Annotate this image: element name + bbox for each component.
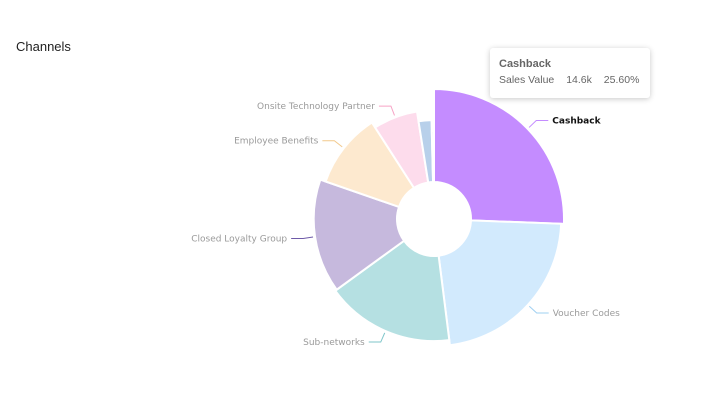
leader-line-voucher-codes bbox=[528, 305, 549, 314]
pie-slice-cashback[interactable] bbox=[433, 87, 565, 225]
tooltip-title: Cashback bbox=[499, 58, 551, 70]
leader-line-closed-loyalty-group bbox=[291, 236, 314, 239]
leader-line-cashback bbox=[528, 120, 549, 128]
pie-label-onsite-technology-partner: Onsite Technology Partner bbox=[257, 102, 375, 112]
pie-slice-voucher-codes[interactable] bbox=[437, 219, 563, 347]
pie-labels: Cashback Voucher Codes Sub-networks Closed … bbox=[191, 102, 620, 348]
leader-line-onsite-technology-partner bbox=[378, 105, 395, 116]
pie-leader-lines bbox=[291, 105, 549, 343]
pie-label-closed-loyalty-group: Closed Loyalty Group bbox=[191, 234, 287, 244]
pie-slice-employee-benefits[interactable] bbox=[324, 121, 416, 209]
pie-slice-slice-7[interactable] bbox=[430, 129, 435, 184]
pie-label-cashback: Cashback bbox=[552, 117, 601, 127]
panel-title: Channels bbox=[16, 39, 71, 54]
tooltip-share: 25.60% bbox=[603, 74, 640, 86]
tooltip-metric-label: Sales Value bbox=[499, 74, 555, 86]
pie-slices bbox=[312, 87, 565, 347]
tooltip-row: Sales Value 14.6k 25.60% bbox=[499, 74, 648, 86]
leader-line-sub-networks bbox=[368, 332, 386, 343]
pie-slice-onsite-technology-partner[interactable] bbox=[373, 110, 430, 190]
leader-line-employee-benefits bbox=[322, 140, 343, 148]
pie-slice-closed-loyalty-group[interactable] bbox=[312, 178, 406, 292]
pie-label-voucher-codes: Voucher Codes bbox=[553, 309, 620, 319]
chart-tooltip: Cashback Sales Value 14.6k 25.60% bbox=[490, 48, 650, 98]
tooltip-value: 14.6k bbox=[566, 74, 592, 86]
pie-label-sub-networks: Sub-networks bbox=[303, 338, 365, 348]
pie-slice-sub-networks[interactable] bbox=[333, 239, 451, 343]
pie-label-employee-benefits: Employee Benefits bbox=[234, 137, 319, 147]
